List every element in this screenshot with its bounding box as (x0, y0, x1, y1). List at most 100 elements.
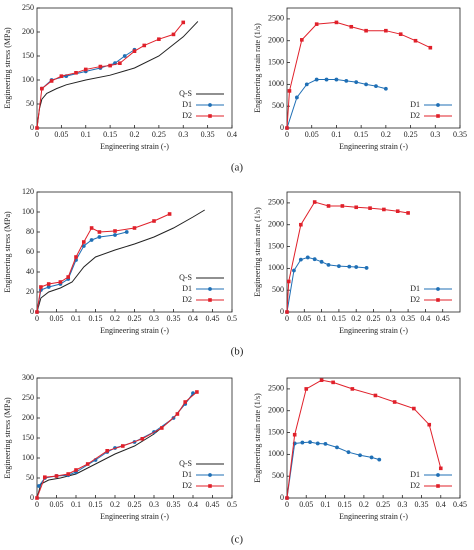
y-axis-label: Engineering stress (MPa) (3, 211, 12, 293)
y-tick-label: 2000 (268, 406, 284, 415)
marker (286, 279, 291, 284)
marker (398, 32, 403, 36)
legend-label: D1 (182, 284, 192, 293)
legend-marker (436, 473, 440, 477)
x-tick-label: 0.35 (167, 314, 181, 323)
marker (35, 310, 39, 314)
marker (287, 89, 292, 93)
panel-label: (a) (231, 162, 244, 174)
x-tick-label: 0.45 (206, 500, 220, 509)
legend-label: D2 (182, 295, 192, 304)
marker (97, 230, 102, 234)
marker (82, 240, 86, 244)
legend-marker (208, 103, 212, 107)
y-tick-label: 0 (30, 307, 34, 316)
marker (66, 472, 70, 476)
marker (304, 387, 309, 391)
x-tick-label: 0.35 (453, 130, 467, 139)
marker (319, 378, 324, 382)
marker (167, 212, 172, 216)
x-tick-label: 0.25 (128, 500, 142, 509)
marker (39, 285, 43, 289)
marker (35, 126, 39, 130)
marker (171, 32, 176, 37)
x-tick-label: 0.2 (130, 130, 140, 139)
marker (364, 82, 368, 87)
marker (413, 38, 418, 43)
marker (314, 22, 319, 26)
marker (89, 226, 94, 230)
x-tick-label: 0.2 (110, 314, 120, 323)
marker (383, 86, 388, 91)
x-tick-label: 0.3 (397, 500, 407, 509)
y-tick-label: 2000 (268, 220, 284, 229)
x-tick-label: 0.25 (376, 500, 390, 509)
marker (369, 455, 374, 460)
marker (175, 412, 180, 416)
y-tick-label: 0 (30, 493, 34, 502)
x-tick-label: 0.3 (149, 500, 159, 509)
x-tick-label: 0.3 (178, 130, 188, 139)
y-tick-label: 150 (22, 433, 34, 442)
marker (118, 61, 122, 65)
x-tick-label: 0.4 (227, 130, 237, 139)
marker (347, 264, 352, 269)
y-tick-label: 60 (26, 247, 34, 256)
legend-label: D2 (410, 295, 420, 304)
marker (324, 77, 329, 82)
y-tick-label: 150 (22, 51, 34, 60)
x-tick-label: 0.3 (386, 314, 396, 323)
marker (438, 466, 443, 471)
x-tick-label: 0.1 (71, 500, 81, 509)
series-line (36, 393, 194, 499)
x-tick-label: 0.25 (367, 314, 381, 323)
y-tick-label: 50 (26, 99, 34, 108)
legend-label: D2 (410, 111, 420, 120)
y-tick-label: 1500 (268, 57, 284, 66)
x-tick-label: 0.1 (317, 314, 327, 323)
marker (83, 67, 88, 72)
marker (40, 86, 44, 91)
marker (54, 474, 59, 478)
y-axis-label: Engineering strain rate (1/s) (253, 23, 262, 113)
marker (294, 95, 299, 100)
x-tick-label: 0.25 (404, 130, 418, 139)
x-tick-label: 0.25 (128, 314, 142, 323)
marker (344, 78, 349, 83)
series-line (36, 209, 205, 313)
series-line (286, 21, 431, 129)
y-tick-label: 0 (280, 123, 284, 132)
x-tick-label: 0.15 (89, 500, 103, 509)
marker (312, 257, 317, 262)
marker (354, 80, 359, 85)
x-tick-label: 0.4 (420, 314, 430, 323)
y-tick-label: 300 (22, 373, 34, 382)
marker (299, 222, 303, 227)
series-line (36, 21, 199, 129)
marker (308, 440, 312, 445)
legend-label: D2 (410, 481, 420, 490)
marker (364, 266, 369, 270)
legend-label: D2 (182, 481, 192, 490)
legend-label: Q-S (179, 459, 192, 468)
series-line (286, 441, 380, 499)
y-tick-label: 200 (22, 27, 34, 36)
y-tick-label: 200 (22, 413, 34, 422)
x-tick-label: 0.15 (332, 314, 346, 323)
x-tick-label: 0.05 (305, 130, 319, 139)
y-tick-label: 100 (22, 453, 34, 462)
x-axis-label: Engineering strain (-) (100, 326, 169, 335)
x-tick-label: 0 (285, 314, 289, 323)
x-tick-label: 0 (35, 130, 39, 139)
marker (364, 28, 368, 33)
y-tick-label: 80 (26, 227, 34, 236)
x-tick-label: 0.45 (206, 314, 220, 323)
marker (406, 211, 410, 215)
x-tick-label: 0.45 (436, 314, 450, 323)
marker (89, 238, 94, 242)
y-tick-label: 1000 (268, 449, 284, 458)
y-tick-label: 1500 (268, 427, 284, 436)
x-tick-label: 0.4 (188, 314, 198, 323)
marker (315, 441, 320, 446)
legend-label: D1 (410, 470, 420, 479)
